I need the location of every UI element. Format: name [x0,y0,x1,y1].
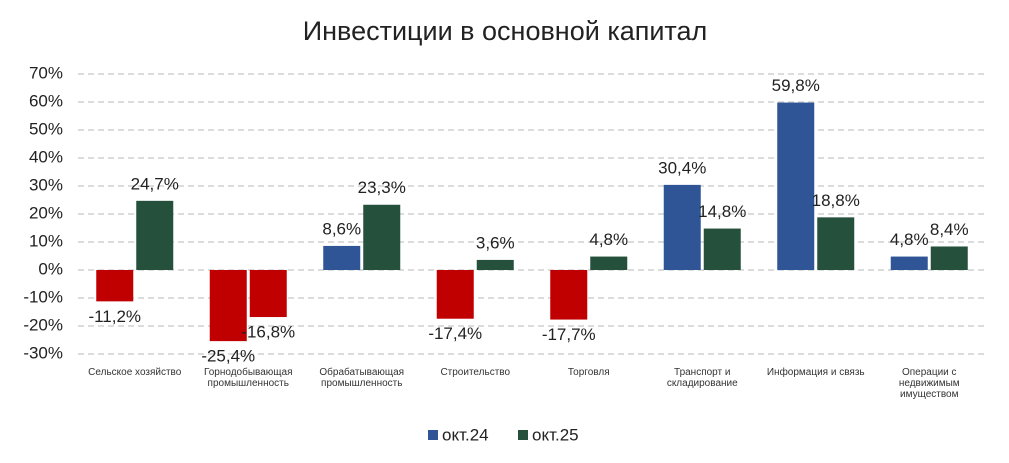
value-label: -25,4% [201,347,255,366]
value-label: 24,7% [131,174,179,193]
bar [930,246,968,270]
bar [363,204,401,270]
value-label: -17,7% [542,325,596,344]
value-label: 4,8% [589,230,628,249]
bar [663,184,701,270]
bar [209,270,247,342]
value-label: -16,8% [241,323,295,342]
x-tick-label: Строительство [440,367,511,378]
y-tick-label: 10% [29,231,63,250]
bar [436,270,474,319]
value-label: 18,8% [812,191,860,210]
legend-label: окт.25 [532,425,579,444]
legend-label: окт.24 [442,425,489,444]
value-label: 23,3% [358,178,406,197]
y-tick-label: 30% [29,175,63,194]
y-tick-label: 60% [29,91,63,110]
legend-swatch [428,430,438,440]
y-tick-label: 50% [29,119,63,138]
x-tick-label: Сельское хозяйство [88,367,182,378]
bar [476,259,514,270]
value-label: 4,8% [890,230,929,249]
value-label: 14,8% [698,202,746,221]
value-label: -17,4% [428,324,482,343]
y-tick-label: 70% [29,63,63,82]
value-label: 59,8% [772,76,820,95]
bar [550,270,588,320]
bar [249,270,287,318]
bar [323,245,361,270]
bar [890,256,928,270]
bar [703,228,741,270]
x-tick-label: Горнодобывающая промышленность [203,367,293,389]
value-label: 8,4% [930,220,969,239]
x-tick-label: Обрабатывающая промышленность [319,367,405,389]
value-label: -11,2% [88,307,141,326]
bar [96,270,134,302]
y-tick-label: -10% [23,287,63,306]
bar [136,200,174,270]
value-label: 30,4% [658,158,706,177]
y-tick-label: -30% [23,343,63,362]
value-label: 8,6% [322,219,361,238]
y-tick-label: 20% [29,203,63,222]
value-label: 3,6% [476,233,515,252]
chart-title: Инвестиции в основной капитал [303,16,708,46]
legend-swatch [518,430,528,440]
x-tick-label: Информация и связь [766,367,865,378]
bar [590,256,628,270]
y-tick-label: -20% [23,315,63,334]
bar [817,217,855,270]
y-tick-label: 0% [38,259,63,278]
x-tick-label: Транспорт и складирование [666,367,738,389]
y-tick-label: 40% [29,147,63,166]
x-tick-label: Операции с недвижимым имуществом [898,367,960,400]
bar [777,102,815,270]
x-tick-label: Торговля [567,367,610,378]
